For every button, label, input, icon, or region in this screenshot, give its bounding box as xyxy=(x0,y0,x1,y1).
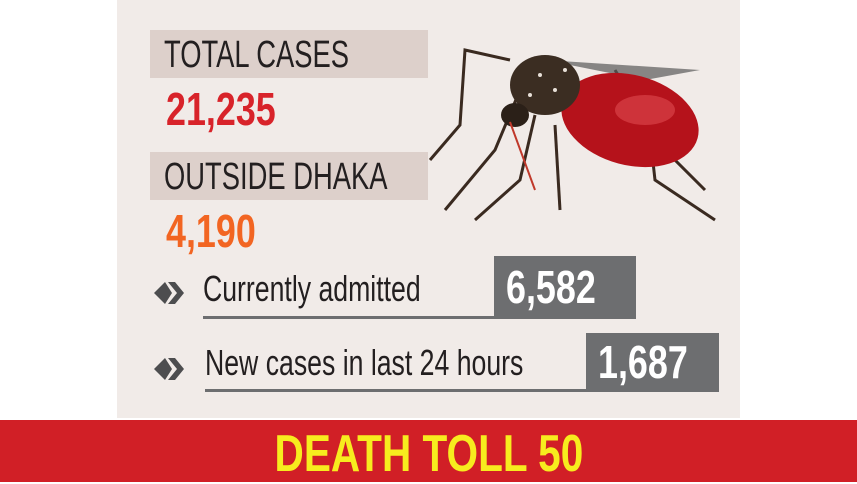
double-chevron-diamond-icon xyxy=(154,282,184,304)
new-cases-value: 1,687 xyxy=(598,336,688,388)
currently-admitted-value-box: 6,582 xyxy=(494,256,636,318)
new-cases-label: New cases in last 24 hours xyxy=(205,342,524,383)
total-cases-label-box: TOTAL CASES xyxy=(150,30,428,78)
outside-dhaka-label-box: OUTSIDE DHAKA xyxy=(150,152,428,200)
death-toll-text: DEATH TOLL 50 xyxy=(274,425,583,483)
total-cases-label: TOTAL CASES xyxy=(164,34,349,76)
outside-dhaka-value: 4,190 xyxy=(166,205,256,257)
divider xyxy=(203,316,636,319)
new-cases-value-box: 1,687 xyxy=(586,333,719,391)
total-cases-value: 21,235 xyxy=(166,83,276,135)
death-toll-banner: DEATH TOLL 50 xyxy=(0,420,857,483)
divider xyxy=(205,389,719,392)
currently-admitted-value: 6,582 xyxy=(506,261,596,313)
outside-dhaka-label: OUTSIDE DHAKA xyxy=(164,156,388,198)
currently-admitted-label: Currently admitted xyxy=(203,268,421,309)
double-chevron-diamond-icon xyxy=(154,358,184,380)
mosquito-illustration xyxy=(428,48,716,222)
